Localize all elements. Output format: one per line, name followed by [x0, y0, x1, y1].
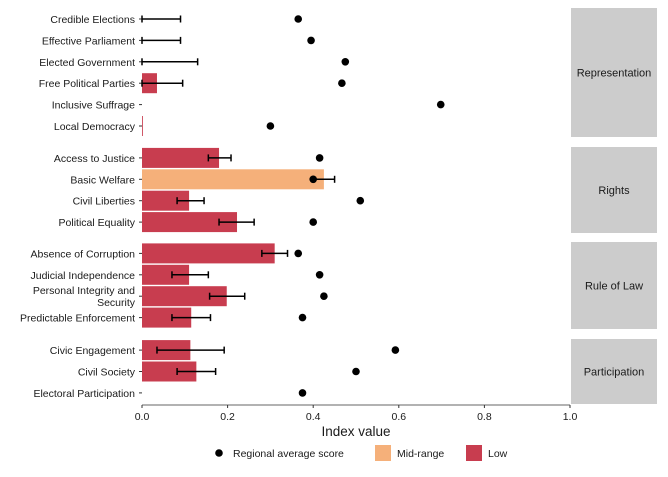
category-label: Access to Justice — [54, 153, 135, 165]
average-point — [315, 154, 324, 162]
legend-label: Mid-range — [397, 448, 444, 460]
average-point — [320, 292, 328, 301]
x-tick-label: 0.4 — [306, 411, 321, 423]
panel-strip-participation — [571, 339, 657, 404]
category-label: Basic Welfare — [70, 174, 135, 186]
bar — [142, 264, 190, 285]
x-tick-label: 0.0 — [135, 411, 150, 423]
average-point — [315, 271, 324, 279]
category-label: Effective Parliament — [42, 35, 135, 47]
category-label: Local Democracy — [54, 121, 136, 133]
average-point — [309, 218, 318, 226]
category-label: Free Political Parties — [39, 78, 135, 90]
category-label: Political Equality — [59, 217, 136, 229]
category-label: Predictable Enforcement — [20, 313, 135, 325]
category-label: Civil Society — [78, 367, 136, 379]
average-point — [294, 15, 303, 23]
average-point — [309, 175, 318, 184]
x-axis-title: Index value — [321, 424, 390, 439]
bar — [142, 116, 143, 136]
average-point — [391, 346, 400, 354]
panel-strip-label: Participation — [584, 367, 645, 379]
bar — [142, 147, 220, 168]
x-tick-label: 0.2 — [220, 411, 235, 423]
category-label: Elected Government — [39, 57, 135, 69]
category-label: Credible Elections — [50, 14, 135, 26]
category-label: Civic Engagement — [50, 345, 135, 357]
legend-label: Low — [488, 448, 508, 460]
bar — [142, 169, 324, 190]
bar — [142, 212, 238, 233]
average-point — [352, 367, 360, 376]
average-point — [298, 389, 307, 397]
average-point — [436, 100, 445, 109]
category-label: Personal Integrity and — [33, 285, 135, 297]
legend-key-low — [466, 445, 482, 461]
bar — [142, 286, 227, 307]
legend-key-mid-range — [375, 445, 391, 461]
average-point — [307, 36, 315, 45]
bar — [142, 361, 197, 382]
average-point — [356, 196, 365, 205]
category-label: Civil Liberties — [73, 196, 135, 208]
average-point — [341, 58, 350, 66]
category-label: Security — [97, 297, 136, 309]
legend-label: Regional average score — [233, 448, 344, 460]
bar — [142, 190, 190, 211]
category-label: Judicial Independence — [31, 270, 136, 282]
average-point — [266, 122, 275, 130]
category-label: Absence of Corruption — [31, 248, 136, 260]
bar — [142, 243, 275, 264]
average-point — [294, 249, 303, 258]
panel-strip-label: Rule of Law — [585, 281, 643, 293]
panel-strip-rule-of-law — [571, 242, 657, 329]
category-label: Electoral Participation — [33, 388, 135, 400]
panel-strip-label: Rights — [598, 185, 630, 197]
legend-key-point — [215, 449, 223, 457]
category-label: Inclusive Suffrage — [52, 100, 135, 112]
average-point — [338, 79, 346, 87]
panel-strip-representation — [571, 8, 657, 137]
x-tick-label: 0.6 — [391, 411, 406, 423]
x-tick-label: 0.8 — [477, 411, 492, 423]
x-tick-label: 1.0 — [563, 411, 578, 423]
panel-strip-label: Representation — [577, 68, 652, 80]
average-point — [298, 313, 307, 322]
panel-strip-rights — [571, 147, 657, 233]
bar — [142, 307, 192, 328]
